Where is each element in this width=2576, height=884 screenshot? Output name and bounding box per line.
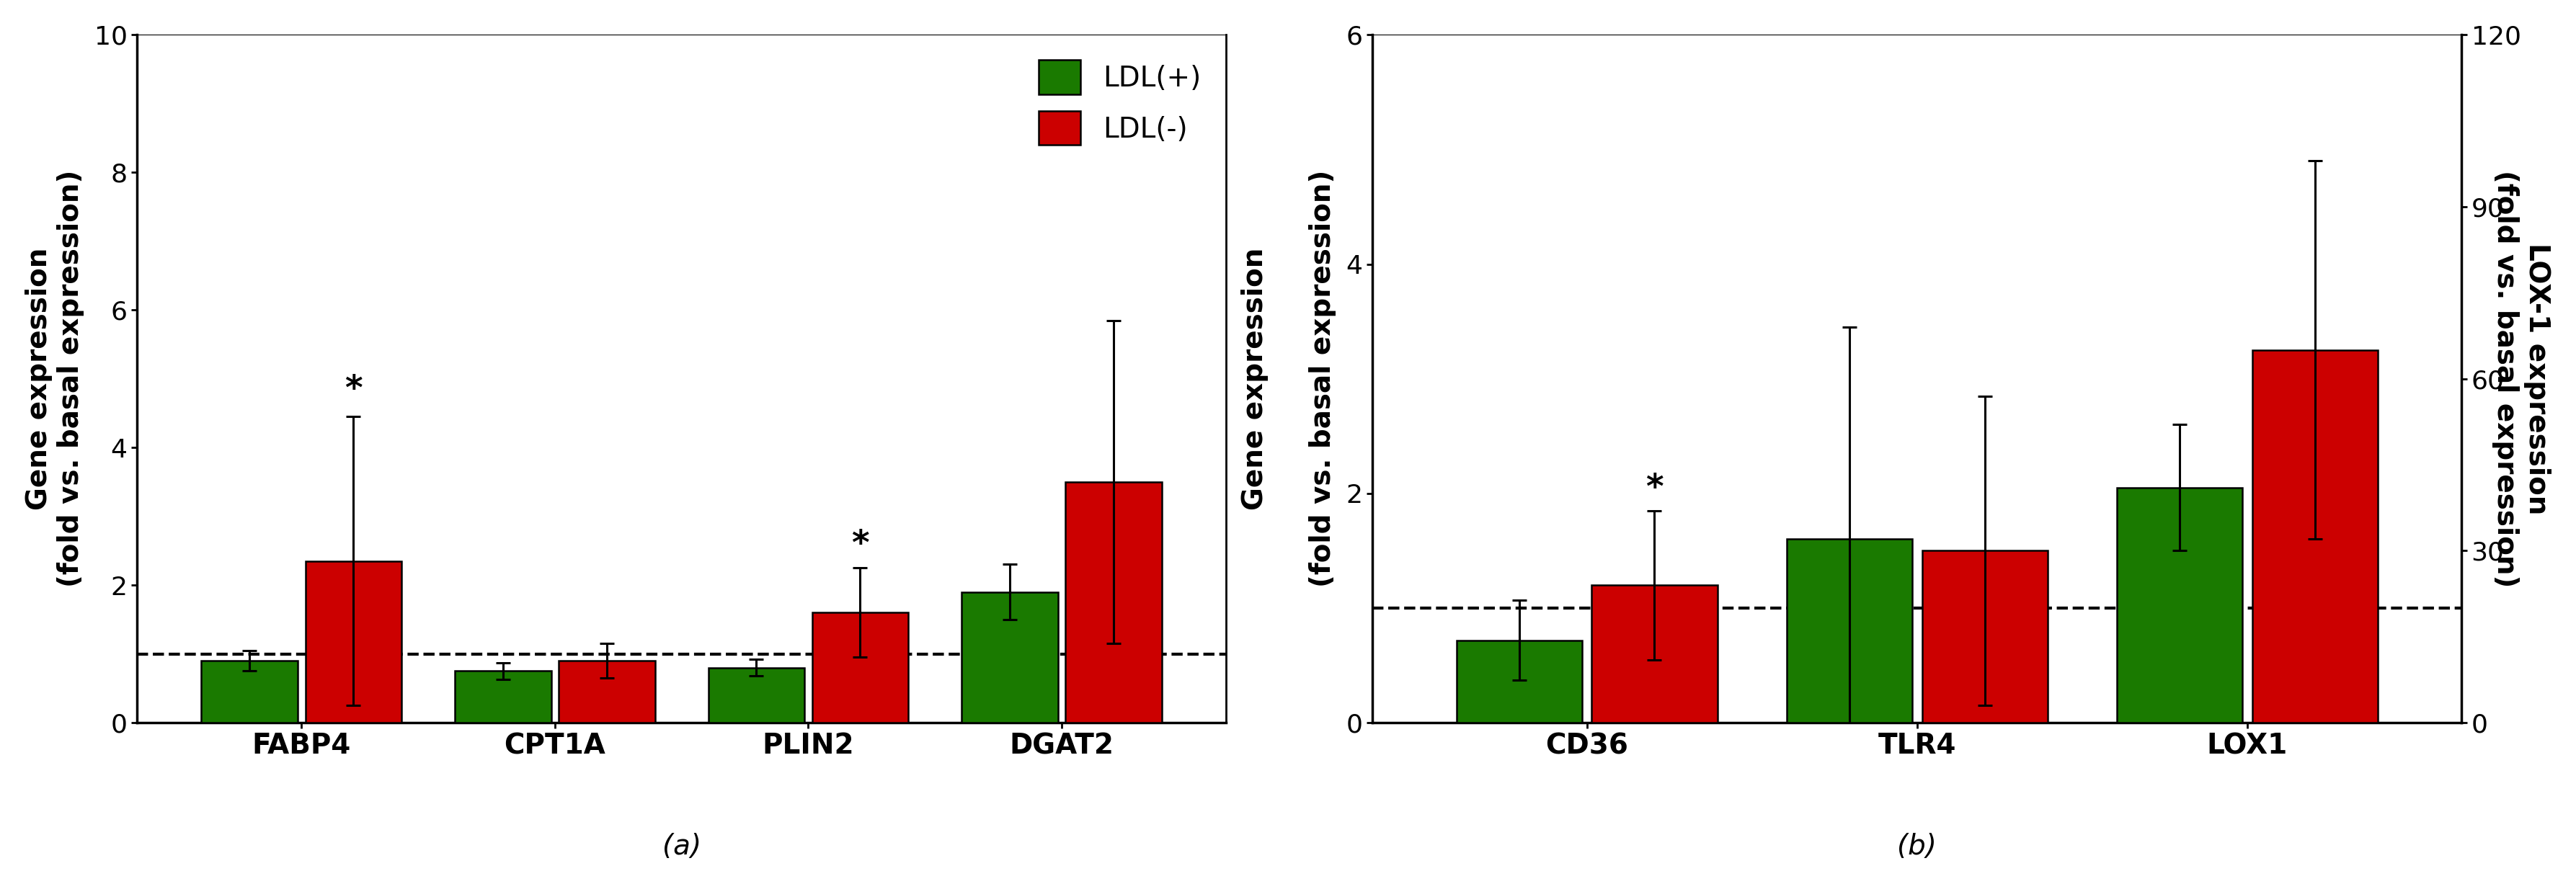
- Text: (b): (b): [1896, 833, 1937, 860]
- Bar: [1922, 551, 2048, 723]
- Text: *: *: [345, 374, 363, 407]
- Text: (a): (a): [662, 833, 701, 860]
- Bar: [1788, 539, 1911, 723]
- Bar: [2251, 350, 2378, 723]
- Bar: [559, 660, 654, 723]
- Bar: [2117, 488, 2241, 723]
- Text: *: *: [850, 529, 868, 561]
- Y-axis label: Gene expression
(fold vs. basal expression): Gene expression (fold vs. basal expressi…: [26, 170, 85, 588]
- Bar: [1592, 585, 1718, 723]
- Bar: [201, 660, 299, 723]
- Bar: [708, 667, 804, 723]
- Y-axis label: (fold vs. basal expression): (fold vs. basal expression): [1309, 170, 1337, 588]
- Legend: LDL(+), LDL(-): LDL(+), LDL(-): [1028, 49, 1213, 156]
- Y-axis label: LOX-1 expression
(fold vs. basal expression): LOX-1 expression (fold vs. basal express…: [2491, 170, 2550, 588]
- Bar: [811, 613, 909, 723]
- Bar: [456, 671, 551, 723]
- Bar: [307, 561, 402, 723]
- Bar: [1455, 640, 1582, 723]
- Bar: [1066, 482, 1162, 723]
- Y-axis label: Gene expression: Gene expression: [1242, 248, 1270, 510]
- Text: *: *: [1646, 472, 1664, 505]
- Bar: [961, 592, 1059, 723]
